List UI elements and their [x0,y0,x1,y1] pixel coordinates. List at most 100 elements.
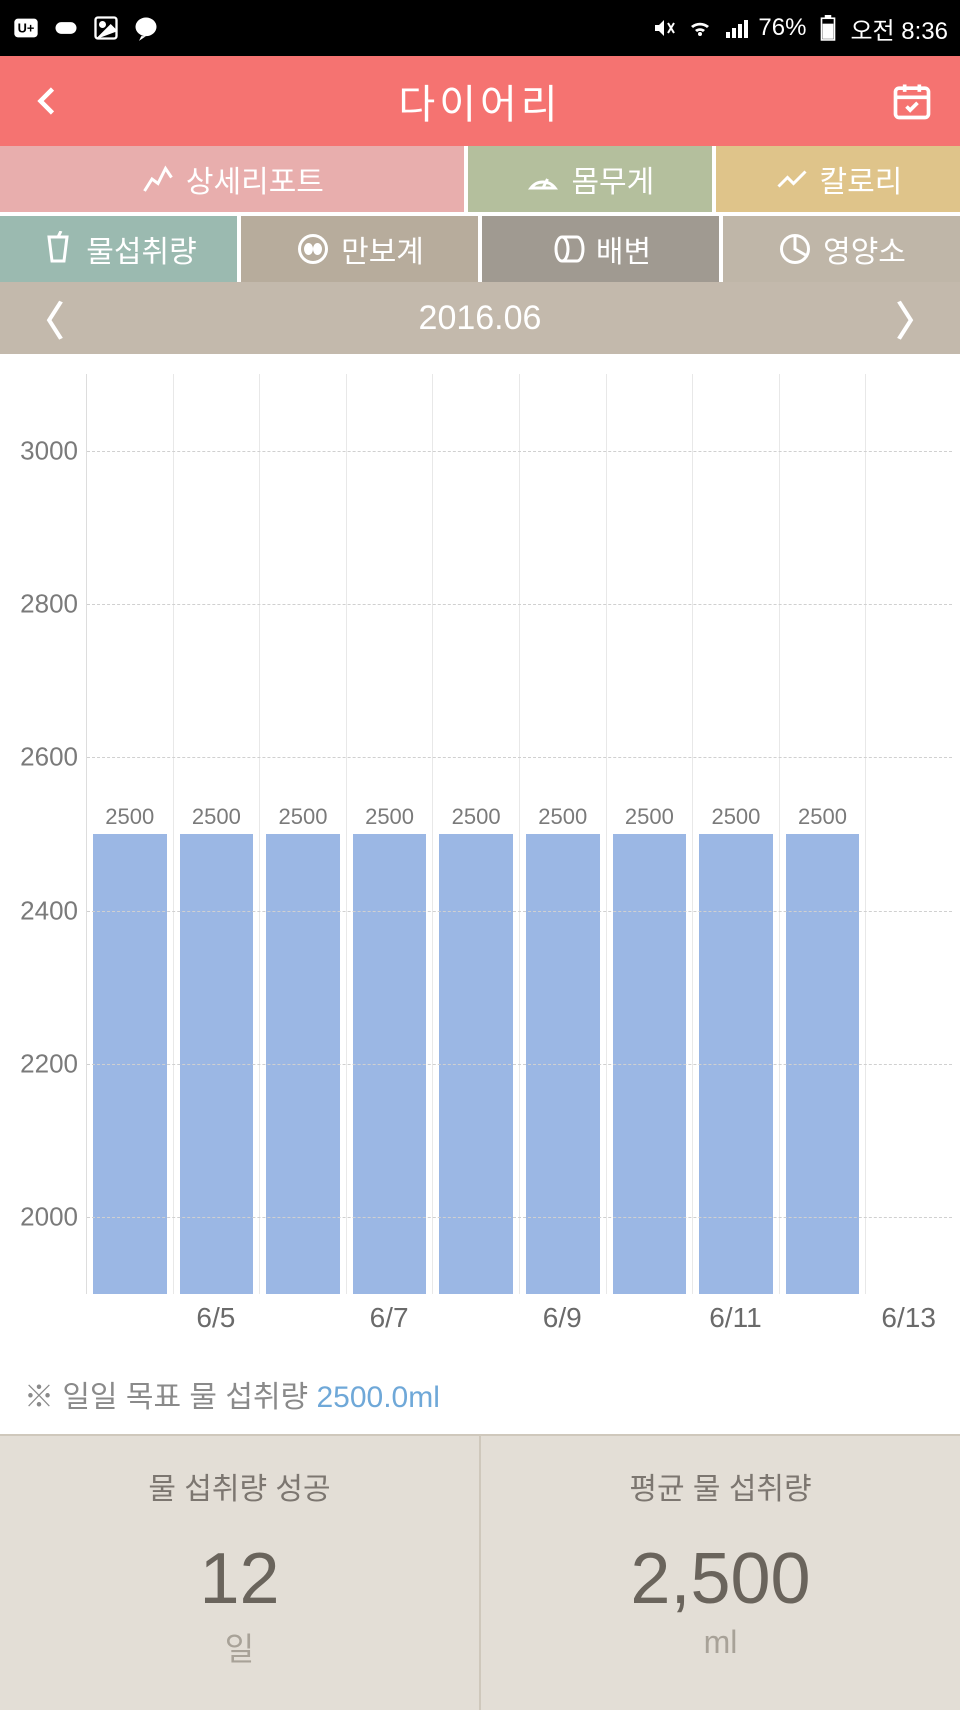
stat-value: 12 [0,1538,479,1620]
gridline [87,757,952,758]
tab-weight[interactable]: 몸무게 [468,146,712,212]
toilet-paper-icon [550,231,586,267]
stat-title: 평균 물 섭취량 [481,1464,960,1508]
tab-label: 상세리포트 [186,157,324,201]
status-bar: U+ 76% 오전 8:36 [0,0,960,56]
bar-slot: 2500 [607,374,694,1294]
goal-value: 2500.0ml [316,1381,439,1414]
bar-value-label: 2500 [105,804,154,830]
month-label: 2016.06 [419,299,542,338]
stat-average-intake: 평균 물 섭취량 2,500 ml [481,1436,960,1710]
footsteps-icon [295,231,331,267]
battery-percent: 76% [758,14,806,42]
bar-slot: 2500 [780,374,867,1294]
wifi-icon [686,14,714,42]
stat-success-days: 물 섭취량 성공 12 일 [0,1436,481,1710]
stat-unit: ml [481,1624,960,1661]
y-tick-label: 2400 [20,895,78,926]
carrier-icon: U+ [12,14,40,42]
bar-slot: 2500 [87,374,174,1294]
bar-value-label: 2500 [278,804,327,830]
x-tick-label: 6/13 [865,1294,952,1344]
bar-value-label: 2500 [711,804,760,830]
y-tick-label: 2800 [20,589,78,620]
x-tick-label: 6/7 [346,1294,433,1344]
tab-label: 칼로리 [820,157,903,201]
prev-month-button[interactable]: 〈 [24,289,64,347]
gridline [87,1064,952,1065]
bar-slot: 2500 [347,374,434,1294]
cup-icon [40,231,76,267]
stat-title: 물 섭취량 성공 [0,1464,479,1508]
x-tick-label [432,1294,519,1344]
x-tick-label: 6/9 [519,1294,606,1344]
y-tick-label: 3000 [20,435,78,466]
stats-panel: 물 섭취량 성공 12 일 평균 물 섭취량 2,500 ml [0,1434,960,1710]
bar-value-label: 2500 [625,804,674,830]
pie-icon [777,231,813,267]
bars-container: 2500 2500 2500 2500 2500 2500 2500 2500 2500 [87,374,952,1294]
scale-icon [525,161,561,197]
signal-icon [722,14,750,42]
y-axis: 2000 2200 2400 2600 2800 3000 [8,374,86,1294]
tab-nutrition[interactable]: 영양소 [723,216,960,282]
tab-detailed-report[interactable]: 상세리포트 [0,146,464,212]
chart-icon [774,161,810,197]
gallery-icon [92,14,120,42]
bar-value-label: 2500 [365,804,414,830]
x-tick-label: 6/5 [173,1294,260,1344]
daily-goal-text: ※ 일일 목표 물 섭취량 2500.0ml [0,1354,960,1434]
bar-slot: 2500 [520,374,607,1294]
stat-unit: 일 [0,1624,479,1670]
y-tick-label: 2000 [20,1202,78,1233]
app-header: 다이어리 [0,56,960,146]
bar-value-label: 2500 [798,804,847,830]
status-right: 76% 오전 8:36 [650,11,948,46]
x-tick-label [779,1294,866,1344]
y-tick-label: 2600 [20,742,78,773]
month-navigator: 〈 2016.06 〉 [0,282,960,354]
bar-slot: 2500 [174,374,261,1294]
gridline [87,1217,952,1218]
gridline [87,911,952,912]
gridline [87,451,952,452]
bar-slot [866,374,952,1294]
goal-prefix: ※ 일일 목표 물 섭취량 [24,1381,308,1414]
x-tick-label [606,1294,693,1344]
tab-label: 몸무게 [571,157,654,201]
bar-value-label: 2500 [452,804,501,830]
bar-slot: 2500 [433,374,520,1294]
tab-water-intake[interactable]: 물섭취량 [0,216,237,282]
tab-label: 영양소 [823,227,906,271]
x-tick-label [86,1294,173,1344]
back-button[interactable] [24,77,72,125]
report-icon [140,161,176,197]
stat-value: 2,500 [481,1538,960,1620]
next-month-button[interactable]: 〉 [896,289,936,347]
status-left: U+ [12,14,160,42]
x-tick-label [259,1294,346,1344]
tab-label: 만보계 [341,227,424,271]
water-intake-chart: 200022002400260028003000 250025002500250… [0,354,960,1354]
chart-plot: 2500 2500 2500 2500 2500 2500 2500 2500 2500 [86,374,952,1294]
svg-text:U+: U+ [18,21,35,36]
x-axis: 6/56/76/96/116/13 [86,1294,952,1344]
tab-bowel[interactable]: 배변 [482,216,719,282]
y-tick-label: 2200 [20,1049,78,1080]
tab-label: 물섭취량 [86,227,196,271]
bar-value-label: 2500 [538,804,587,830]
band-icon [52,14,80,42]
tab-label: 배변 [596,227,651,271]
calendar-button[interactable] [888,77,936,125]
page-title: 다이어리 [398,72,561,130]
tab-calorie[interactable]: 칼로리 [716,146,960,212]
bar-slot: 2500 [260,374,347,1294]
chat-icon [132,14,160,42]
bar-slot: 2500 [693,374,780,1294]
tab-pedometer[interactable]: 만보계 [241,216,478,282]
gridline [87,604,952,605]
mute-icon [650,14,678,42]
tabs-row-2: 물섭취량 만보계 배변 영양소 [0,216,960,282]
battery-icon [814,14,842,42]
bar-value-label: 2500 [192,804,241,830]
